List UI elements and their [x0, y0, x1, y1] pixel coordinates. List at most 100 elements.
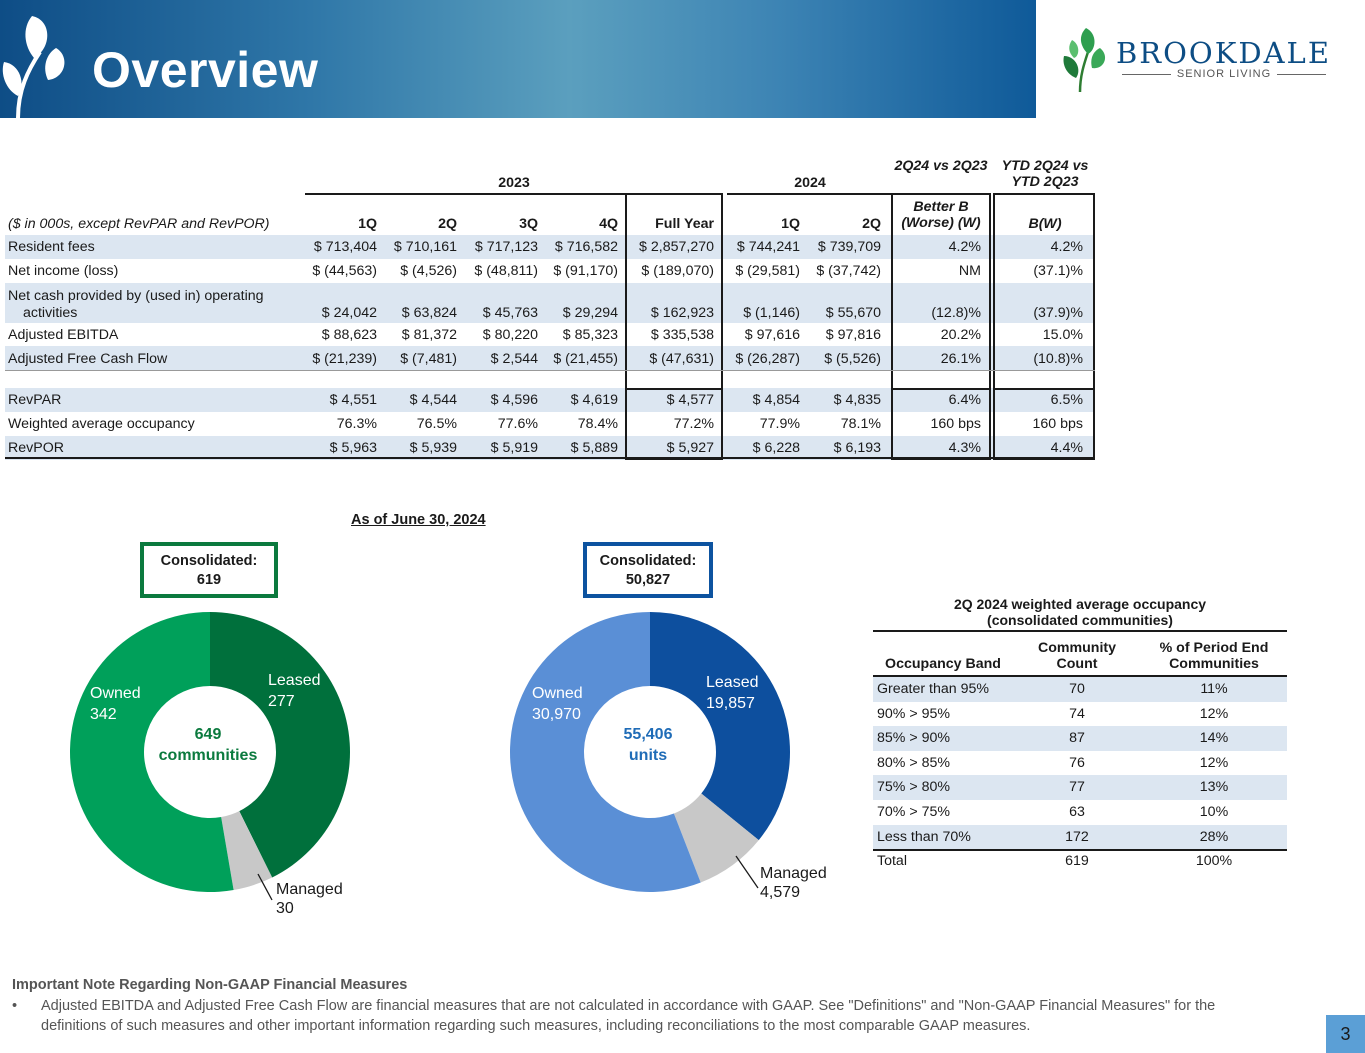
value-cell: $ 81,372 — [401, 327, 457, 343]
period-header: 4Q — [599, 216, 618, 232]
communities-donut-chart — [70, 612, 350, 901]
cmp-q-subheader: Better B (Worse) (W) — [901, 199, 981, 231]
occupancy-table-title: 2Q 2024 weighted average occupancy (cons… — [953, 596, 1207, 628]
cmp-q-box-bottom — [891, 388, 991, 460]
consolidated-communities-callout: Consolidated: 619 — [140, 542, 278, 598]
value-cell: $ (44,563) — [312, 263, 377, 279]
year-2024-header: 2024 — [794, 175, 826, 191]
col-header-pct: % of Period End Communities — [1159, 640, 1269, 672]
value-cell: $ 5,919 — [490, 440, 538, 456]
header-rule-2023 — [305, 193, 723, 195]
cmp-ytd-cell: (10.8)% — [1033, 351, 1083, 367]
value-cell: $ (1,146) — [743, 305, 800, 321]
communities-owned-label: Owned 342 — [90, 685, 141, 723]
logo-leaf-icon — [1063, 28, 1106, 92]
value-cell: $ 55,670 — [825, 305, 881, 321]
units-managed-slice — [673, 793, 759, 883]
logo-wordmark: Brookdale — [1116, 36, 1331, 70]
value-cell: $ 335,538 — [650, 327, 714, 343]
period-header: 1Q — [781, 216, 800, 232]
cmp-q-cell: 20.2% — [940, 327, 981, 343]
header-banner: Overview — [0, 0, 1036, 118]
value-cell: 77.9% — [759, 416, 800, 432]
cmp-q-cell: 6.4% — [948, 392, 981, 408]
value-cell: $ 744,241 — [736, 239, 800, 255]
units-owned-label: Owned 30,970 — [532, 685, 583, 723]
count-cell: 63 — [1069, 804, 1085, 820]
units-owned-slice — [510, 612, 701, 892]
cmp-ytd-cell: (37.9)% — [1033, 305, 1083, 321]
row-label: Adjusted Free Cash Flow — [8, 351, 168, 367]
period-header: Full Year — [655, 216, 714, 232]
value-cell: $ 2,857,270 — [639, 239, 714, 255]
value-cell: $ 97,616 — [744, 327, 800, 343]
occupancy-row: 75% > 80% 77 13% — [873, 775, 1287, 800]
communities-leased-label: Leased 277 — [268, 672, 321, 710]
year-2023-header: 2023 — [498, 175, 530, 191]
row-label: Net cash provided by (used in) operating — [8, 288, 264, 304]
divider — [5, 370, 1095, 371]
cmp-q-header: 2Q24 vs 2Q23 — [894, 158, 988, 174]
note-text: Adjusted EBITDA and Adjusted Free Cash F… — [41, 998, 1216, 1034]
note-bullet: • — [12, 998, 18, 1014]
band-cell: 85% > 90% — [877, 730, 950, 747]
pct-cell: 12% — [1199, 705, 1229, 722]
value-cell: $ 716,582 — [554, 239, 618, 255]
count-cell: 172 — [1065, 828, 1089, 845]
cmp-ytd-subheader: B(W) — [1028, 216, 1062, 232]
occupancy-row: 85% > 90% 87 14% — [873, 726, 1287, 751]
cmp-ytd-cell: 15.0% — [1042, 327, 1083, 343]
full-year-box-bottom — [625, 388, 723, 460]
value-cell: 76.3% — [336, 416, 377, 432]
value-cell: $ (7,481) — [400, 351, 457, 367]
period-header: 1Q — [358, 216, 377, 232]
band-cell: Greater than 95% — [877, 681, 989, 697]
period-header: 3Q — [519, 216, 538, 232]
as-of-date: As of June 30, 2024 — [351, 512, 486, 528]
row-label: Resident fees — [8, 239, 95, 255]
value-cell: $ 6,228 — [752, 440, 800, 456]
value-cell: $ (91,170) — [553, 263, 618, 279]
row-label-cont: activities — [23, 305, 78, 321]
cmp-ytd-box-bottom — [993, 388, 1095, 460]
band-cell: 75% > 80% — [877, 779, 950, 796]
page-number: 3 — [1326, 1015, 1365, 1053]
count-cell: 70 — [1069, 681, 1085, 697]
occupancy-row: 90% > 95% 74 12% — [873, 702, 1287, 727]
units-managed-leader-line — [735, 855, 759, 889]
cmp-ytd-cell: 4.2% — [1050, 239, 1083, 255]
value-cell: $ 88,623 — [321, 327, 377, 343]
occupancy-row: 80% > 85% 76 12% — [873, 751, 1287, 776]
cmp-ytd-cell: (37.1)% — [1033, 263, 1083, 279]
cmp-ytd-cell: 4.4% — [1050, 440, 1083, 456]
communities-managed-leader-line — [257, 873, 273, 901]
value-cell: $ (26,287) — [735, 351, 800, 367]
cmp-q-cell: (12.8)% — [931, 305, 981, 321]
pct-cell: 100% — [1195, 853, 1233, 870]
occupancy-row: 70% > 75% 63 10% — [873, 800, 1287, 825]
count-cell: 76 — [1069, 754, 1085, 771]
band-cell: Total — [877, 853, 907, 870]
value-cell: $ (29,581) — [735, 263, 800, 279]
cmp-q-cell: 4.2% — [948, 239, 981, 255]
cmp-q-cell: 160 bps — [930, 416, 982, 432]
band-cell: 90% > 95% — [877, 705, 950, 722]
row-label: RevPAR — [8, 392, 62, 408]
pct-cell: 12% — [1199, 754, 1229, 771]
leaf-sprig-icon — [2, 16, 65, 118]
period-header: 2Q — [862, 216, 881, 232]
value-cell: 76.5% — [416, 416, 457, 432]
value-cell: 77.2% — [673, 416, 714, 432]
value-cell: $ 710,161 — [393, 239, 457, 255]
value-cell: $ 29,294 — [562, 305, 618, 321]
communities-managed-label: Managed 30 — [276, 881, 343, 917]
value-cell: $ 63,824 — [401, 305, 457, 321]
value-cell: $ 717,123 — [474, 239, 538, 255]
cmp-q-cell: 26.1% — [940, 351, 981, 367]
pct-cell: 14% — [1199, 730, 1229, 747]
row-shading — [5, 235, 1095, 259]
communities-owned-slice — [70, 612, 234, 892]
logo-tagline: SENIOR LIVING — [1116, 68, 1332, 80]
cmp-ytd-cell: 6.5% — [1050, 392, 1083, 408]
value-cell: $ (21,455) — [553, 351, 618, 367]
